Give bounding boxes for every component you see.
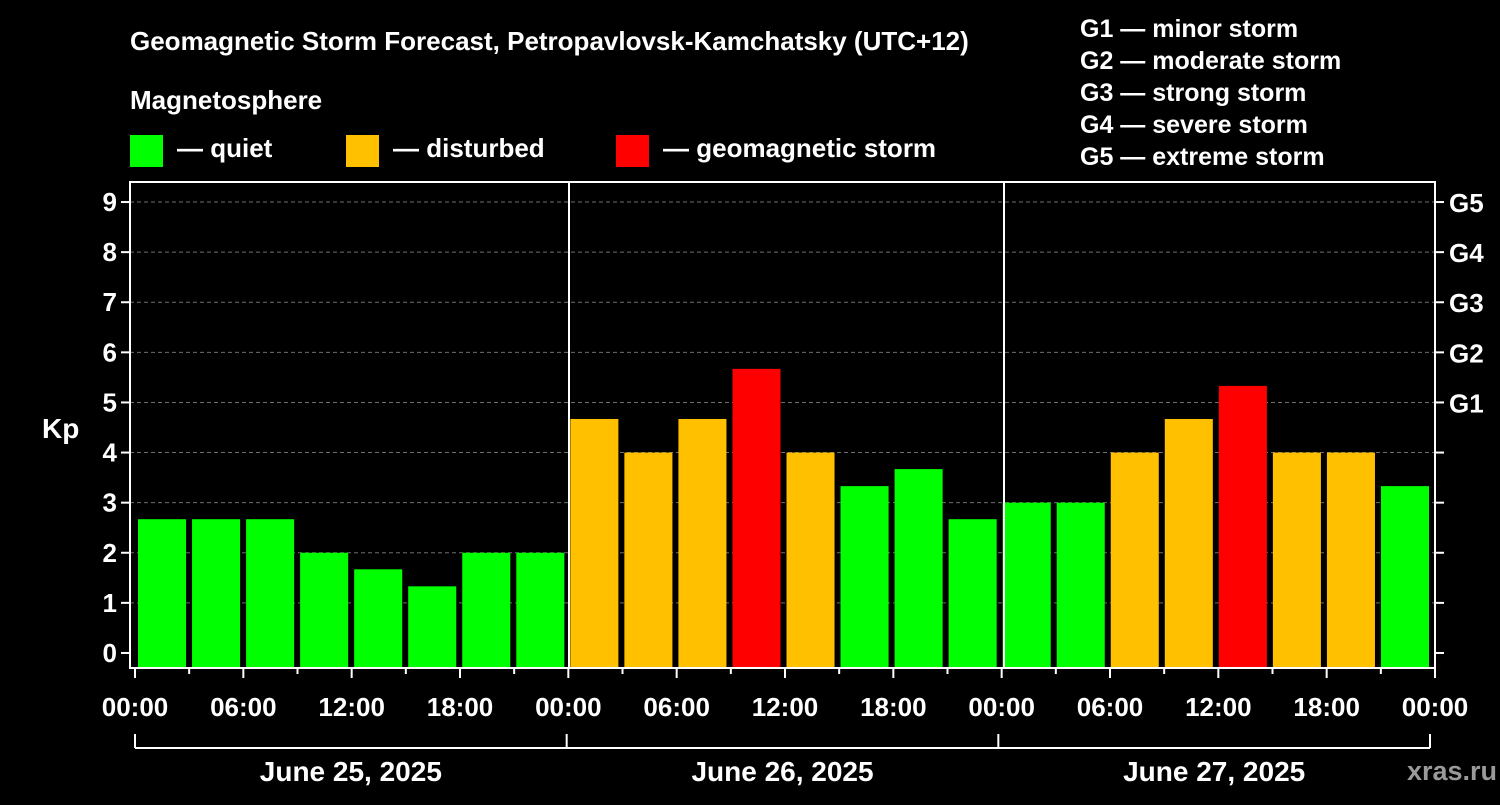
kp-bar-24 bbox=[1380, 486, 1429, 668]
legend-heading: Magnetosphere bbox=[130, 85, 322, 115]
kp-bar-7 bbox=[462, 552, 511, 668]
kp-bar-11 bbox=[678, 418, 727, 668]
y-axis-label: Kp bbox=[42, 413, 79, 444]
date-label-2: June 26, 2025 bbox=[691, 756, 873, 787]
kp-bar-14 bbox=[840, 486, 889, 668]
kp-bar-1 bbox=[138, 519, 187, 668]
kp-bar-21 bbox=[1218, 385, 1267, 668]
y-tick-label-3: 3 bbox=[103, 488, 117, 518]
x-tick-label-3: 12:00 bbox=[318, 692, 385, 722]
storm-scale-g2: G2 — moderate storm bbox=[1080, 47, 1341, 75]
x-tick-label-5: 00:00 bbox=[535, 692, 602, 722]
kp-bar-12 bbox=[732, 368, 781, 668]
x-tick-label-12: 18:00 bbox=[1293, 692, 1360, 722]
kp-bar-4 bbox=[300, 552, 349, 668]
legend-label-storm: — geomagnetic storm bbox=[663, 133, 936, 163]
kp-bar-22 bbox=[1272, 452, 1321, 668]
kp-bar-10 bbox=[624, 452, 673, 668]
y-tick-label-1: 1 bbox=[103, 588, 117, 618]
kp-bar-19 bbox=[1110, 452, 1159, 668]
y-tick-label-0: 0 bbox=[103, 638, 117, 668]
legend-label-quiet: — quiet bbox=[177, 133, 273, 163]
right-tick-label-g2: G2 bbox=[1449, 338, 1484, 368]
legend-swatch-disturbed bbox=[346, 135, 379, 167]
x-tick-label-13: 00:00 bbox=[1402, 692, 1469, 722]
storm-scale-g5: G5 — extreme storm bbox=[1080, 143, 1325, 171]
x-tick-label-9: 00:00 bbox=[968, 692, 1035, 722]
kp-bar-6 bbox=[408, 586, 457, 668]
x-tick-label-6: 06:00 bbox=[643, 692, 710, 722]
kp-bar-5 bbox=[354, 569, 403, 668]
kp-bar-20 bbox=[1164, 418, 1213, 668]
date-label-3: June 27, 2025 bbox=[1123, 756, 1305, 787]
plot-frame bbox=[129, 181, 1436, 669]
chart-title: Geomagnetic Storm Forecast, Petropavlovs… bbox=[130, 26, 969, 56]
x-tick-label-7: 12:00 bbox=[752, 692, 819, 722]
right-tick-label-g4: G4 bbox=[1449, 238, 1484, 268]
legend-swatch-storm bbox=[616, 135, 649, 167]
kp-bar-8 bbox=[516, 552, 565, 668]
kp-bar-15 bbox=[894, 469, 943, 668]
y-tick-label-8: 8 bbox=[103, 237, 117, 267]
y-tick-label-4: 4 bbox=[103, 438, 118, 468]
y-tick-label-5: 5 bbox=[103, 387, 117, 417]
right-tick-label-g5: G5 bbox=[1449, 188, 1484, 218]
x-tick-label-10: 06:00 bbox=[1077, 692, 1144, 722]
plot-area: 0 1 2 3 4 5 6 7 8 9 G1 G2 G3 G4 G5 00:00 06:00 12:00 18:00… bbox=[102, 181, 1484, 787]
legend-swatch-quiet bbox=[130, 135, 163, 167]
legend-label-disturbed: — disturbed bbox=[393, 133, 545, 163]
right-tick-label-g1: G1 bbox=[1449, 388, 1484, 418]
x-tick-label-8: 18:00 bbox=[860, 692, 927, 722]
kp-bar-13 bbox=[786, 452, 835, 668]
x-tick-label-2: 06:00 bbox=[210, 692, 277, 722]
y-tick-label-9: 9 bbox=[103, 187, 117, 217]
right-tick-label-g3: G3 bbox=[1449, 288, 1484, 318]
x-tick-label-4: 18:00 bbox=[427, 692, 494, 722]
storm-scale-g1: G1 — minor storm bbox=[1080, 15, 1298, 43]
x-tick-label-1: 00:00 bbox=[102, 692, 169, 722]
date-label-1: June 25, 2025 bbox=[260, 756, 442, 787]
y-tick-label-7: 7 bbox=[103, 287, 117, 317]
storm-scale-g4: G4 — severe storm bbox=[1080, 111, 1308, 139]
kp-bar-9 bbox=[570, 418, 619, 668]
y-tick-label-2: 2 bbox=[103, 538, 117, 568]
kp-bar-18 bbox=[1056, 502, 1105, 668]
y-tick-label-6: 6 bbox=[103, 337, 117, 367]
kp-bar-16 bbox=[948, 519, 997, 668]
storm-scale-g3: G3 — strong storm bbox=[1080, 79, 1306, 107]
watermark: xras.ru bbox=[1407, 756, 1497, 786]
kp-bar-3 bbox=[246, 519, 295, 668]
kp-bar-17 bbox=[1002, 502, 1051, 668]
x-tick-label-11: 12:00 bbox=[1185, 692, 1252, 722]
kp-bar-2 bbox=[192, 519, 241, 668]
kp-bar-23 bbox=[1326, 452, 1375, 668]
